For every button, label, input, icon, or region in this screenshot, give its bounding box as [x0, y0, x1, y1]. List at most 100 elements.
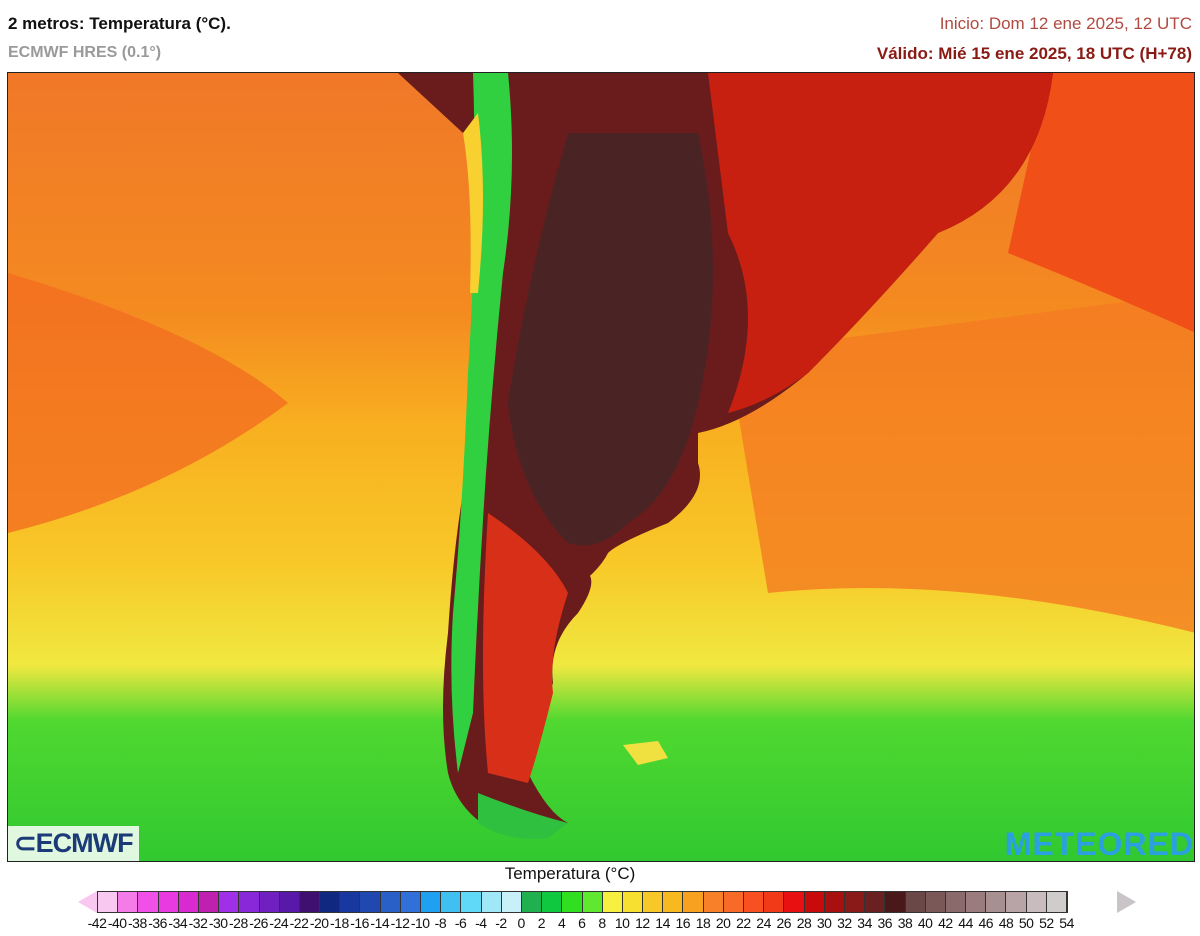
legend-tick-label: -26	[249, 915, 268, 931]
legend-swatch	[602, 892, 623, 912]
legend-swatch	[744, 892, 765, 912]
legend-tick-label: -20	[309, 915, 329, 931]
legend-tick-label: 26	[776, 915, 792, 931]
atlantic-warm-band	[728, 293, 1194, 633]
legend-tick-label: -6	[454, 915, 467, 931]
legend-tick-label: 12	[635, 915, 650, 931]
legend-tick-label: -28	[229, 915, 248, 931]
legend-max-arrow	[1117, 891, 1136, 913]
legend-tick-label: 22	[736, 915, 751, 931]
legend-tick-label: 32	[837, 915, 852, 931]
legend-swatch	[259, 892, 280, 912]
legend-tick-label: -36	[148, 915, 167, 931]
legend-tick-label: -34	[168, 915, 188, 931]
legend-tick-label: -18	[330, 915, 349, 931]
legend-tick-label: -22	[289, 915, 309, 931]
legend-swatch	[501, 892, 522, 912]
legend-swatch	[663, 892, 684, 912]
legend-swatch	[824, 892, 845, 912]
legend-title: Temperatura (°C)	[504, 864, 636, 883]
legend-swatch	[925, 892, 946, 912]
legend-tick-label: 14	[655, 915, 670, 931]
legend-swatch	[481, 892, 502, 912]
falkland-islands	[623, 741, 668, 765]
color-legend	[97, 891, 1068, 913]
legend-tick-label: 42	[938, 915, 953, 931]
init-time: Inicio: Dom 12 ene 2025, 12 UTC	[939, 14, 1192, 33]
argentina-hot	[508, 133, 713, 546]
legend-swatch	[340, 892, 361, 912]
legend-swatch	[1046, 892, 1067, 912]
legend-swatch	[198, 892, 220, 912]
legend-tick-label: 30	[816, 915, 832, 931]
legend-tick-label: -2	[495, 915, 507, 931]
legend-ticks: -42 -40 -38 -36 -34 -32 -30 -28 -26 -24 -22 -20 -18-…	[0, 915, 1200, 935]
legend-swatch	[461, 892, 482, 912]
legend-tick-label: 48	[998, 915, 1014, 931]
legend-tick-label: 16	[675, 915, 691, 931]
ecmwf-logo: ⊂ECMWF	[8, 826, 139, 861]
valid-time: Válido: Mié 15 ene 2025, 18 UTC (H+78)	[876, 44, 1192, 63]
chile-coast-yellow	[463, 113, 483, 293]
legend-tick-label: 6	[578, 915, 586, 931]
legend-tick-label: -30	[208, 915, 228, 931]
legend-tick-label: 38	[897, 915, 913, 931]
legend-swatch	[441, 892, 462, 912]
legend-swatch	[380, 892, 401, 912]
legend-swatch	[784, 892, 805, 912]
legend-swatch	[421, 892, 442, 912]
legend-tick-label: -12	[390, 915, 410, 931]
legend-tick-label: -14	[370, 915, 390, 931]
legend-swatch	[279, 892, 300, 912]
legend-tick-label: -10	[410, 915, 430, 931]
legend-swatch	[178, 892, 199, 912]
model-name: ECMWF HRES (0.1°)	[8, 44, 162, 61]
legend-tick-label: 20	[715, 915, 731, 931]
legend-tick-label: 46	[978, 915, 994, 931]
legend-tick-label: -16	[350, 915, 369, 931]
legend-tick-label: -42	[87, 915, 107, 931]
legend-tick-label: 28	[796, 915, 812, 931]
south-brazil-red	[708, 73, 1053, 413]
legend-tick-label: -24	[269, 915, 289, 931]
legend-tick-label: -32	[188, 915, 208, 931]
legend-tick-label: -4	[475, 915, 487, 931]
legend-swatch	[764, 892, 785, 912]
legend-tick-label: 10	[614, 915, 630, 931]
legend-swatch	[562, 892, 583, 912]
legend-tick-label: -8	[434, 915, 447, 931]
legend-swatch	[703, 892, 724, 912]
legend-tick-label: 0	[517, 915, 526, 931]
map-title: 2 metros: Temperatura (°C).	[8, 14, 231, 33]
legend-swatch	[521, 892, 543, 912]
legend-tick-label: 8	[598, 915, 606, 931]
legend-tick-label: 40	[917, 915, 933, 931]
legend-swatch	[905, 892, 926, 912]
legend-tick-label: 54	[1059, 915, 1074, 931]
legend-tick-label: -40	[107, 915, 127, 931]
legend-swatch	[138, 892, 159, 912]
legend-swatch	[360, 892, 381, 912]
legend-min-arrow	[78, 891, 97, 913]
legend-swatch	[320, 892, 341, 912]
andes-green	[451, 73, 512, 773]
atlantic-north	[1008, 73, 1194, 333]
legend-swatch	[299, 892, 321, 912]
temperature-map[interactable]	[7, 72, 1195, 862]
legend-swatch	[118, 892, 139, 912]
meteored-logo: METEORED	[1004, 826, 1194, 862]
legend-tick-label: 24	[756, 915, 771, 931]
legend-tick-label: 34	[857, 915, 872, 931]
legend-swatch	[986, 892, 1007, 912]
legend-swatch	[966, 892, 987, 912]
legend-swatch	[1026, 892, 1047, 912]
legend-swatch	[219, 892, 240, 912]
legend-tick-label: 4	[557, 915, 566, 931]
legend-tick-label: 44	[958, 915, 973, 931]
legend-swatch	[400, 892, 421, 912]
legend-swatch	[804, 892, 825, 912]
legend-swatch	[844, 892, 866, 912]
legend-swatch	[885, 892, 906, 912]
legend-tick-label: -38	[128, 915, 147, 931]
legend-swatch	[98, 892, 119, 912]
